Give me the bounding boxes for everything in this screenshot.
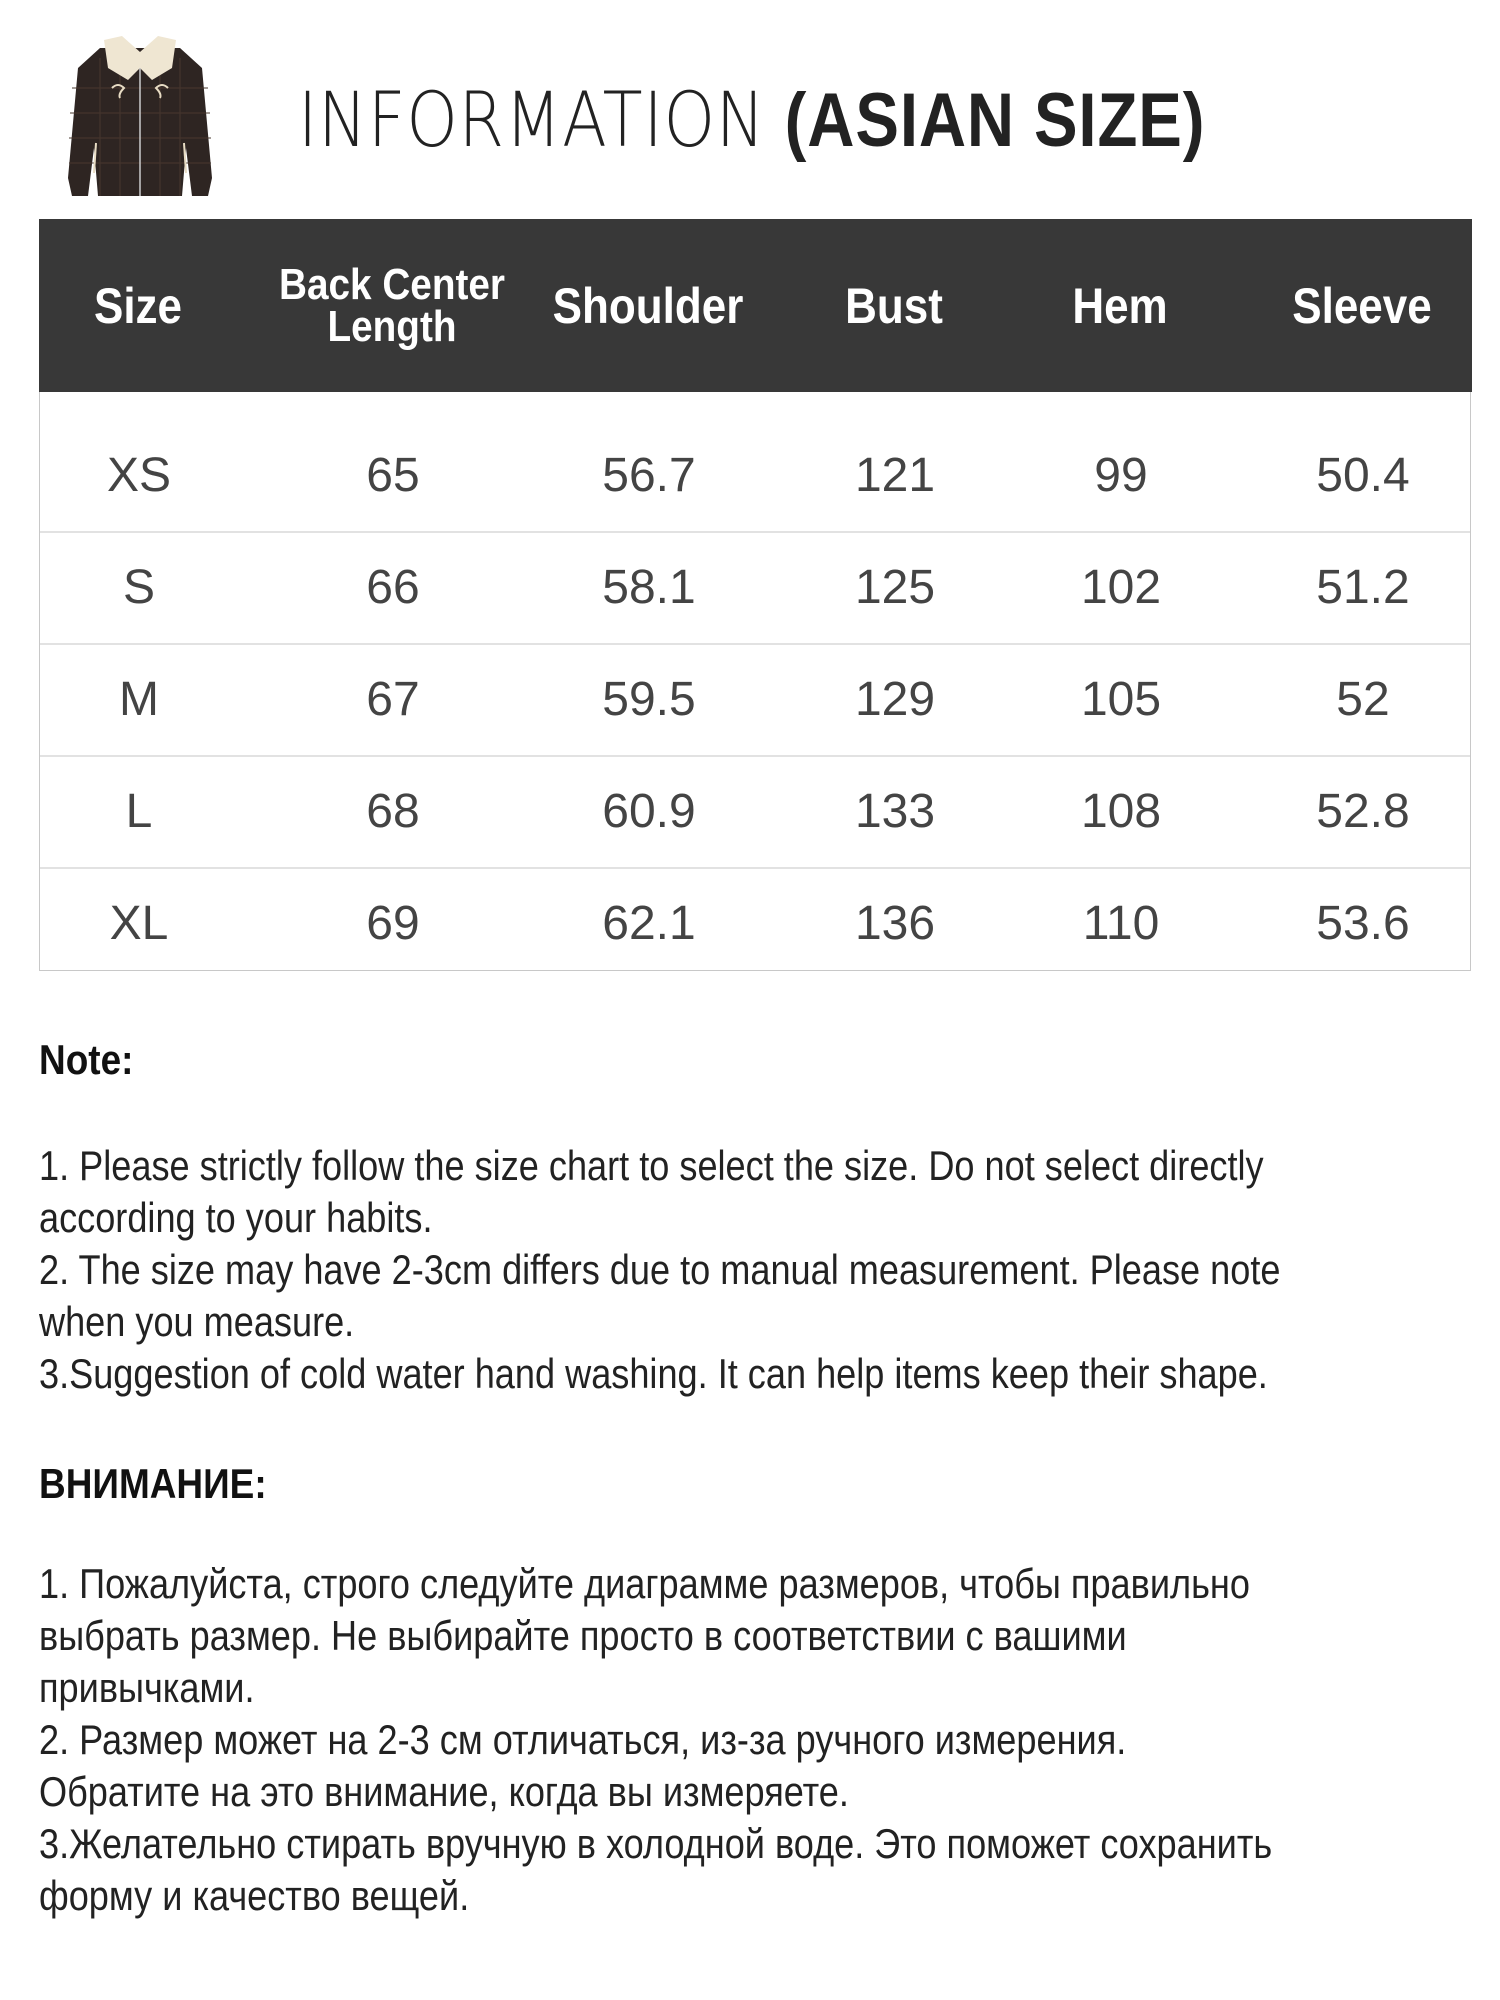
note-line: выбрать размер. Не выбирайте просто в со… [39, 1612, 1127, 1659]
size-label: XL [109, 896, 169, 950]
size-label: M [119, 672, 159, 726]
measurement-cell: 102 [1080, 560, 1162, 614]
title-asian-size: (ASIAN SIZE) [784, 78, 1206, 163]
size-label: L [125, 784, 153, 838]
measurement-cell: 50.4 [1316, 448, 1410, 502]
note-line: 3.Suggestion of cold water hand washing.… [39, 1350, 1268, 1397]
measurement-cell: 52 [1336, 672, 1390, 726]
column-header-back-center-length: Back Center Length [279, 259, 505, 351]
note-line: 1. Please strictly follow the size chart… [39, 1142, 1264, 1189]
measurement-cell: 66 [366, 560, 420, 614]
measurement-cell: 121 [854, 448, 936, 502]
measurement-cell: 133 [854, 784, 936, 838]
table-row: M 67 59.5 129 105 52 [40, 643, 1470, 757]
title-information: INFORMATION [298, 75, 766, 164]
column-header-hem: Hem [1072, 277, 1168, 334]
measurement-cell: 60.9 [602, 784, 696, 838]
size-label: XS [106, 448, 172, 502]
note-line: 2. Размер может на 2-3 см отличаться, из… [39, 1716, 1127, 1763]
page-title: INFORMATION (ASIAN SIZE) [298, 72, 1205, 169]
measurement-cell: 67 [366, 672, 420, 726]
measurement-cell: 65 [366, 448, 420, 502]
column-header-size: Size [93, 277, 183, 334]
note-line: 1. Пожалуйста, строго следуйте диаграмме… [39, 1560, 1250, 1607]
note-line: 3.Желательно стирать вручную в холодной … [39, 1820, 1273, 1867]
measurement-cell: 69 [366, 896, 420, 950]
size-chart-table: Size Back Center Length Shoulder Bust He… [39, 219, 1472, 971]
measurement-cell: 62.1 [602, 896, 696, 950]
table-row: S 66 58.1 125 102 51.2 [40, 531, 1470, 645]
measurement-cell: 129 [854, 672, 936, 726]
table-row: XS 65 56.7 121 99 50.4 [40, 419, 1470, 533]
note-line: according to your habits. [39, 1194, 433, 1241]
measurement-cell: 110 [1082, 896, 1160, 950]
measurement-cell: 51.2 [1316, 560, 1410, 614]
measurement-cell: 58.1 [602, 560, 696, 614]
table-header: Size Back Center Length Shoulder Bust He… [39, 219, 1472, 392]
note-line: форму и качество вещей. [39, 1872, 470, 1919]
attention-heading-russian: ВНИМАНИЕ: [39, 1460, 267, 1507]
note-line: 2. The size may have 2-3cm differs due t… [39, 1246, 1281, 1293]
note-line: Обратите на это внимание, когда вы измер… [39, 1768, 849, 1815]
measurement-cell: 59.5 [602, 672, 696, 726]
size-label: S [122, 560, 156, 614]
measurement-cell: 68 [366, 784, 420, 838]
table-row: L 68 60.9 133 108 52.8 [40, 755, 1470, 869]
note-english-text: 1. Please strictly follow the size chart… [39, 1140, 1280, 1400]
measurement-cell: 105 [1080, 672, 1162, 726]
table-row: XL 69 62.1 136 110 53.6 [40, 867, 1470, 979]
note-russian-text: 1. Пожалуйста, строго следуйте диаграмме… [39, 1558, 1272, 1922]
measurement-cell: 136 [854, 896, 936, 950]
column-header-bust: Bust [845, 277, 943, 334]
note-line: привычками. [39, 1664, 255, 1711]
measurement-cell: 99 [1094, 448, 1148, 502]
measurement-cell: 125 [854, 560, 936, 614]
measurement-cell: 56.7 [602, 448, 696, 502]
column-header-sleeve: Sleeve [1292, 277, 1432, 334]
note-heading: Note: [39, 1036, 134, 1083]
measurement-cell: 53.6 [1316, 896, 1410, 950]
column-header-shoulder: Shoulder [552, 277, 744, 334]
note-line: when you measure. [39, 1298, 355, 1345]
product-jacket-image [68, 36, 212, 196]
measurement-cell: 52.8 [1316, 784, 1410, 838]
measurement-cell: 108 [1080, 784, 1162, 838]
